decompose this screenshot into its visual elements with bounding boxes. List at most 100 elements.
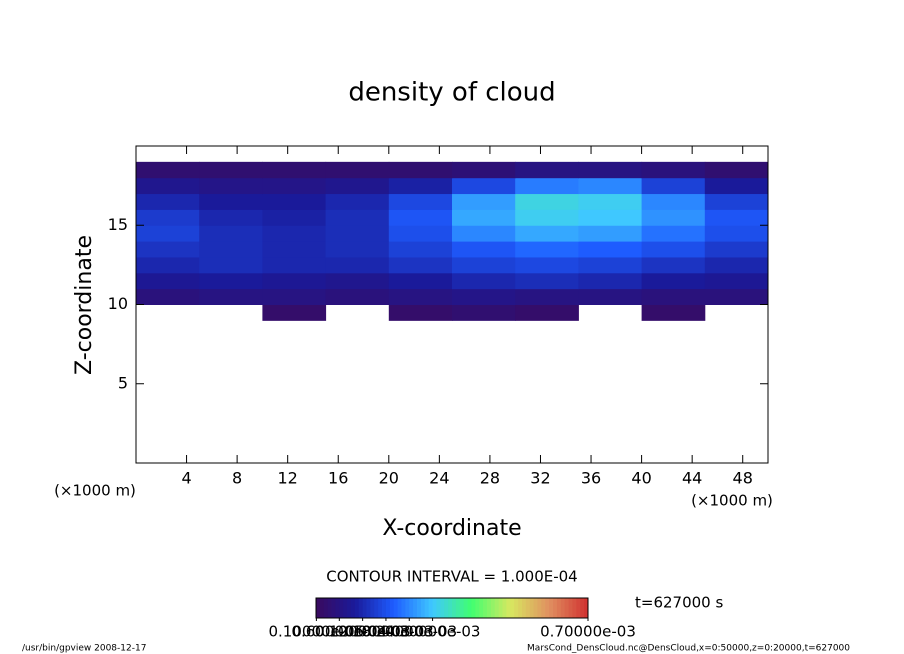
heatmap-cell — [515, 225, 579, 242]
heatmap-cell — [388, 209, 453, 226]
heatmap-cell — [262, 225, 327, 242]
heatmap-cell — [262, 272, 327, 290]
colorbar-swatch — [572, 598, 577, 618]
colorbar-tick-label: 0.60000e-04 — [291, 623, 387, 641]
heatmap-cell — [578, 193, 643, 210]
heatmap-cell — [515, 193, 579, 210]
heatmap-cell — [136, 288, 200, 305]
colorbar-swatch — [327, 598, 332, 618]
heatmap-cell — [515, 304, 579, 321]
colorbar-swatch — [541, 598, 546, 618]
heatmap-cell — [515, 272, 579, 290]
colorbar-swatch — [525, 598, 531, 618]
heatmap-cell — [641, 225, 706, 242]
colorbar-swatch — [467, 598, 472, 618]
heatmap-cell — [704, 288, 769, 305]
heatmap-cell — [136, 209, 200, 226]
colorbar-swatch — [413, 598, 418, 618]
colorbar-swatch — [448, 598, 453, 618]
heatmap-cell — [641, 193, 706, 210]
heatmap-cell — [136, 177, 200, 195]
heatmap-cell — [262, 256, 327, 274]
colorbar-tick-label: 0.30000e-03 — [385, 623, 481, 641]
heatmap-cell — [641, 256, 706, 274]
heatmap-cell — [325, 241, 390, 258]
heatmap-cell — [136, 225, 200, 242]
heatmap-cell — [704, 225, 769, 242]
y-tick-label: 10 — [108, 294, 128, 313]
colorbar-swatch — [401, 598, 406, 618]
heatmap-cell — [452, 161, 516, 179]
heatmap-cell — [578, 177, 643, 195]
heatmap-cell — [452, 177, 516, 195]
x-tick-label: 16 — [328, 469, 348, 488]
heatmap-cell — [325, 288, 390, 305]
heatmap-cell — [704, 256, 769, 274]
heatmap-cell — [515, 288, 579, 305]
heatmap-cell — [641, 161, 706, 179]
colorbar-swatch — [553, 598, 558, 618]
footer-left: /usr/bin/gpview 2008-12-17 — [22, 644, 146, 654]
heatmap-cell — [388, 225, 453, 242]
colorbar-swatch — [339, 598, 344, 618]
colorbar-swatch — [424, 598, 430, 618]
x-tick-label: 36 — [581, 469, 601, 488]
heatmap-cell — [704, 272, 769, 290]
colorbar-swatch — [354, 598, 360, 618]
colorbar-swatch — [350, 598, 356, 618]
colorbar-swatch — [471, 598, 476, 618]
heatmap-cell — [578, 209, 643, 226]
colorbar-swatch — [556, 598, 562, 618]
colorbar-swatch — [432, 598, 437, 618]
colorbar-swatch — [506, 598, 511, 618]
heatmap-cell — [199, 225, 263, 242]
heatmap-cell — [325, 272, 390, 290]
colorbar-swatch — [537, 598, 542, 618]
colorbar-swatch — [316, 598, 321, 618]
heatmap-cell — [388, 241, 453, 258]
colorbar-tick-label: 0.10000e-05 — [269, 623, 365, 641]
colorbar-swatch — [479, 598, 484, 618]
x-tick-label: 48 — [733, 469, 753, 488]
x-tick-label: 28 — [480, 469, 500, 488]
x-tick-label: 40 — [631, 469, 651, 488]
colorbar-swatch — [362, 598, 367, 618]
heatmap-cell — [262, 209, 327, 226]
heatmap-cell — [578, 288, 643, 305]
colorbar-swatch — [331, 598, 336, 618]
colorbar-swatch — [545, 598, 550, 618]
heatmap-cell — [578, 161, 643, 179]
colorbar-tick-label: 0.70000e-03 — [540, 623, 636, 641]
heatmap-cell — [578, 241, 643, 258]
x-unit: (×1000 m) — [691, 492, 773, 510]
heatmap-cell — [262, 241, 327, 258]
colorbar-swatch — [521, 598, 527, 618]
heatmap-cell — [641, 241, 706, 258]
heatmap-cell — [578, 272, 643, 290]
colorbar-swatch — [374, 598, 379, 618]
heatmap-cell — [515, 161, 579, 179]
colorbar-swatch — [490, 598, 496, 618]
colorbar-swatch — [370, 598, 375, 618]
time-label: t=627000 s — [635, 594, 723, 612]
heatmap-cell — [388, 272, 453, 290]
colorbar-swatch — [397, 598, 402, 618]
footer-right: MarsCond_DensCloud.nc@DensCloud,x=0:5000… — [527, 644, 850, 654]
heatmap-cell — [388, 256, 453, 274]
heatmap-cell — [578, 256, 643, 274]
heatmap-cell — [515, 177, 579, 195]
heatmap-cell — [641, 177, 706, 195]
colorbar-swatch — [358, 598, 364, 618]
heatmap-cell — [199, 241, 263, 258]
heatmap-cell — [136, 256, 200, 274]
heatmap-cell — [452, 225, 516, 242]
x-tick-label: 12 — [278, 469, 298, 488]
colorbar-swatch — [335, 598, 340, 618]
heatmap-cell — [641, 272, 706, 290]
colorbar-swatch — [405, 598, 410, 618]
heatmap-cell — [388, 304, 453, 321]
colorbar-swatch — [420, 598, 426, 618]
colorbar-swatch — [343, 598, 348, 618]
colorbar-swatch — [393, 598, 398, 618]
